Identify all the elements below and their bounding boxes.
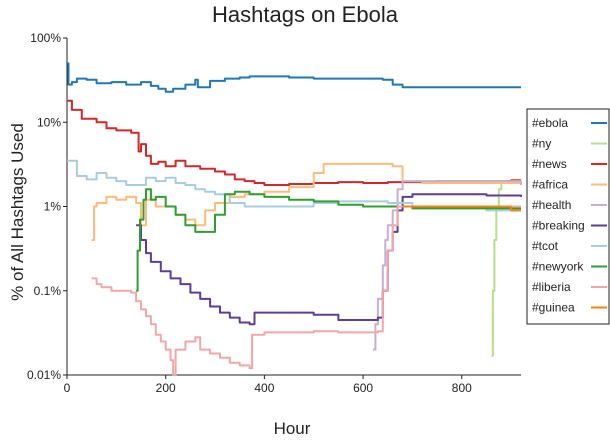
x-tick-label: 800	[452, 381, 472, 395]
x-tick-label: 0	[64, 381, 71, 395]
legend: #ebola #ny #news #africa #health #breaking #tc…	[526, 108, 610, 325]
series-line-liberia	[91, 205, 521, 376]
y-tick-label: 0.1%	[34, 284, 62, 298]
y-axis-label: % of All Hashtags Used	[8, 123, 27, 301]
legend-label: #guinea	[532, 301, 575, 315]
series-line-guinea	[402, 205, 521, 212]
series-line-africa	[91, 162, 521, 241]
legend-box	[526, 108, 610, 325]
series-line-ebola	[67, 62, 521, 93]
chart-title: Hashtags on Ebola	[212, 2, 399, 27]
series-line-news	[67, 99, 521, 186]
legend-label: #ebola	[532, 116, 568, 130]
series-line-newyork	[136, 188, 521, 292]
y-tick-label: 10%	[37, 115, 61, 129]
legend-label: #news	[532, 157, 567, 171]
legend-label: #breaking	[532, 219, 585, 233]
y-tick-label: 0.01%	[27, 368, 61, 382]
series-line-tcot	[67, 159, 521, 212]
y-tick-label: 1%	[44, 200, 62, 214]
legend-label: #tcot	[532, 239, 559, 253]
legend-label: #health	[532, 198, 571, 212]
x-axis-label: Hour	[274, 419, 311, 438]
series-line-breaking	[136, 193, 522, 326]
y-tick-label: 100%	[30, 31, 61, 45]
legend-label: #africa	[532, 178, 568, 192]
x-tick-label: 200	[156, 381, 176, 395]
legend-label: #newyork	[532, 260, 584, 274]
x-tick-label: 400	[254, 381, 274, 395]
series-line-health	[373, 180, 522, 351]
legend-label: #ny	[532, 137, 551, 151]
legend-label: #liberia	[532, 280, 571, 294]
x-tick-label: 600	[353, 381, 373, 395]
